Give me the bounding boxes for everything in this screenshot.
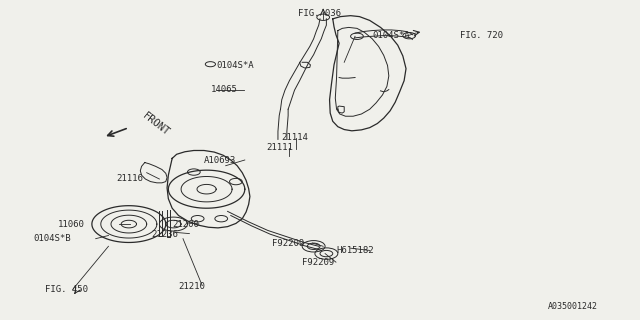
Text: FIG. 036: FIG. 036	[298, 9, 342, 18]
Text: 11060: 11060	[58, 220, 84, 228]
Text: FIG. 720: FIG. 720	[460, 31, 503, 40]
Text: 21210: 21210	[179, 282, 205, 291]
Text: A035001242: A035001242	[548, 302, 598, 311]
Text: 21114: 21114	[282, 133, 308, 142]
Text: A10693: A10693	[204, 156, 236, 164]
Text: 0104S*A: 0104S*A	[372, 31, 410, 40]
Text: 14065: 14065	[211, 85, 237, 94]
Text: F92209: F92209	[272, 239, 305, 248]
Text: 21200: 21200	[172, 220, 199, 228]
Text: 21116: 21116	[116, 174, 143, 183]
Text: FRONT: FRONT	[140, 111, 171, 138]
Text: FIG. 450: FIG. 450	[45, 285, 88, 294]
Text: 0104S*A: 0104S*A	[217, 61, 254, 70]
Text: 21236: 21236	[151, 230, 178, 239]
Text: 21111: 21111	[266, 143, 292, 152]
Text: H615182: H615182	[336, 246, 374, 255]
Text: F92209: F92209	[302, 258, 335, 267]
Text: 0104S*B: 0104S*B	[33, 234, 71, 243]
